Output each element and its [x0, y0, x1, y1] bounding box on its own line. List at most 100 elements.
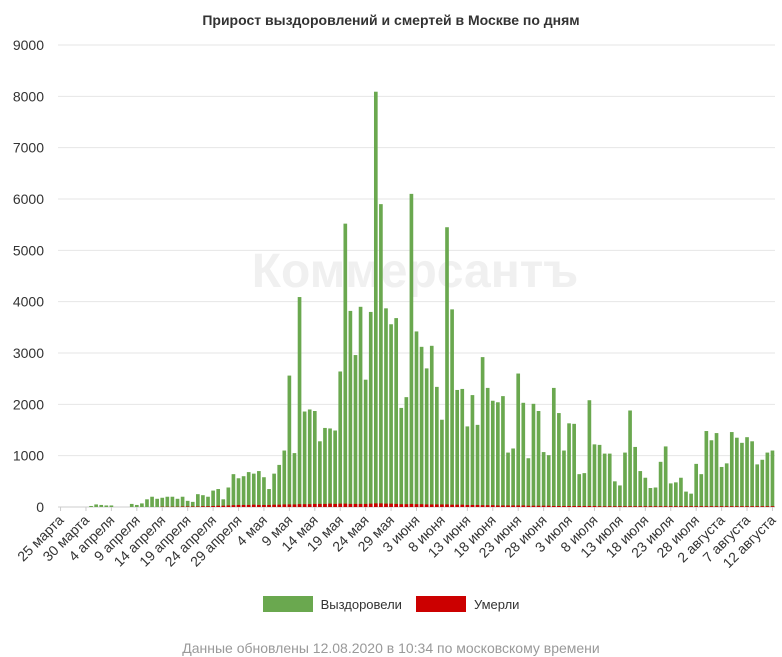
bar-recovered[interactable]	[531, 403, 536, 507]
bar-deaths[interactable]	[719, 506, 724, 507]
bar-deaths[interactable]	[516, 505, 521, 507]
bar-recovered[interactable]	[262, 477, 266, 507]
bar-deaths[interactable]	[348, 503, 353, 507]
bar-recovered[interactable]	[140, 503, 144, 507]
bar-recovered[interactable]	[104, 505, 109, 507]
bar-deaths[interactable]	[679, 506, 683, 507]
bar-deaths[interactable]	[526, 505, 531, 507]
bar-recovered[interactable]	[328, 428, 332, 507]
bar-deaths[interactable]	[714, 506, 719, 507]
bar-recovered[interactable]	[633, 446, 637, 507]
bar-recovered[interactable]	[770, 450, 775, 507]
bar-deaths[interactable]	[211, 505, 215, 507]
bar-deaths[interactable]	[470, 504, 475, 507]
bar-deaths[interactable]	[623, 506, 627, 507]
bar-deaths[interactable]	[674, 506, 678, 507]
bar-deaths[interactable]	[557, 505, 561, 507]
bar-recovered[interactable]	[714, 433, 719, 507]
bar-recovered[interactable]	[607, 453, 612, 507]
bar-recovered[interactable]	[516, 373, 521, 507]
bar-deaths[interactable]	[592, 505, 597, 507]
legend-item-recovered[interactable]: Выздоровели	[262, 596, 402, 612]
bar-deaths[interactable]	[612, 506, 617, 507]
bar-deaths[interactable]	[409, 503, 414, 507]
bar-recovered[interactable]	[587, 400, 592, 507]
bar-deaths[interactable]	[465, 504, 470, 507]
bar-recovered[interactable]	[312, 411, 317, 507]
bar-deaths[interactable]	[704, 506, 709, 507]
bar-recovered[interactable]	[760, 459, 765, 507]
bar-deaths[interactable]	[399, 504, 404, 507]
bar-recovered[interactable]	[363, 379, 368, 507]
bar-deaths[interactable]	[389, 503, 393, 507]
bar-deaths[interactable]	[236, 504, 241, 507]
bar-deaths[interactable]	[760, 506, 765, 507]
bar-recovered[interactable]	[323, 427, 327, 507]
bar-recovered[interactable]	[577, 474, 582, 507]
bar-deaths[interactable]	[567, 505, 571, 507]
bar-recovered[interactable]	[628, 410, 632, 507]
bar-deaths[interactable]	[445, 504, 449, 507]
bar-recovered[interactable]	[89, 505, 93, 507]
bar-deaths[interactable]	[709, 506, 714, 507]
bar-deaths[interactable]	[577, 505, 582, 507]
bar-recovered[interactable]	[236, 478, 241, 507]
bar-recovered[interactable]	[729, 432, 734, 507]
bar-deaths[interactable]	[282, 504, 287, 507]
bar-deaths[interactable]	[546, 505, 551, 507]
bar-recovered[interactable]	[267, 489, 271, 507]
bar-deaths[interactable]	[475, 504, 480, 507]
bar-deaths[interactable]	[521, 505, 526, 507]
bar-recovered[interactable]	[358, 306, 363, 507]
bar-recovered[interactable]	[318, 441, 322, 507]
bar-recovered[interactable]	[94, 504, 98, 507]
bar-deaths[interactable]	[582, 505, 587, 507]
bar-deaths[interactable]	[572, 505, 576, 507]
bar-recovered[interactable]	[485, 387, 490, 507]
bar-deaths[interactable]	[648, 506, 653, 507]
bar-deaths[interactable]	[551, 505, 556, 507]
bar-deaths[interactable]	[287, 504, 292, 507]
bar-recovered[interactable]	[623, 452, 627, 507]
bar-deaths[interactable]	[180, 506, 185, 507]
bar-recovered[interactable]	[597, 444, 602, 507]
bar-recovered[interactable]	[109, 505, 114, 507]
bar-deaths[interactable]	[689, 506, 693, 507]
bar-recovered[interactable]	[196, 494, 200, 507]
bar-deaths[interactable]	[496, 505, 500, 507]
bar-deaths[interactable]	[531, 505, 536, 507]
bar-recovered[interactable]	[257, 471, 261, 507]
bar-recovered[interactable]	[582, 473, 587, 507]
bar-recovered[interactable]	[699, 474, 704, 507]
bar-recovered[interactable]	[445, 227, 449, 507]
bar-deaths[interactable]	[770, 506, 775, 507]
bar-recovered[interactable]	[160, 497, 165, 507]
bar-recovered[interactable]	[216, 489, 221, 507]
bar-deaths[interactable]	[485, 505, 490, 507]
bar-deaths[interactable]	[404, 504, 409, 507]
bar-recovered[interactable]	[333, 430, 337, 507]
bar-recovered[interactable]	[201, 495, 205, 507]
bar-deaths[interactable]	[338, 503, 343, 507]
bar-deaths[interactable]	[257, 504, 261, 507]
bar-deaths[interactable]	[607, 506, 612, 507]
bar-deaths[interactable]	[226, 505, 231, 507]
bar-recovered[interactable]	[511, 448, 515, 507]
bar-recovered[interactable]	[348, 310, 353, 507]
bar-deaths[interactable]	[663, 506, 668, 507]
bar-recovered[interactable]	[750, 441, 754, 507]
bar-deaths[interactable]	[241, 504, 246, 507]
bar-recovered[interactable]	[567, 423, 571, 507]
bar-deaths[interactable]	[394, 503, 398, 507]
bar-recovered[interactable]	[724, 463, 729, 507]
bar-recovered[interactable]	[99, 504, 104, 507]
bar-recovered[interactable]	[419, 346, 424, 507]
bar-recovered[interactable]	[618, 485, 622, 507]
bar-deaths[interactable]	[618, 506, 622, 507]
bar-deaths[interactable]	[653, 506, 658, 507]
bar-deaths[interactable]	[765, 506, 770, 507]
bar-deaths[interactable]	[724, 506, 729, 507]
bar-recovered[interactable]	[735, 437, 739, 507]
bar-recovered[interactable]	[379, 204, 383, 507]
bar-recovered[interactable]	[562, 450, 566, 507]
